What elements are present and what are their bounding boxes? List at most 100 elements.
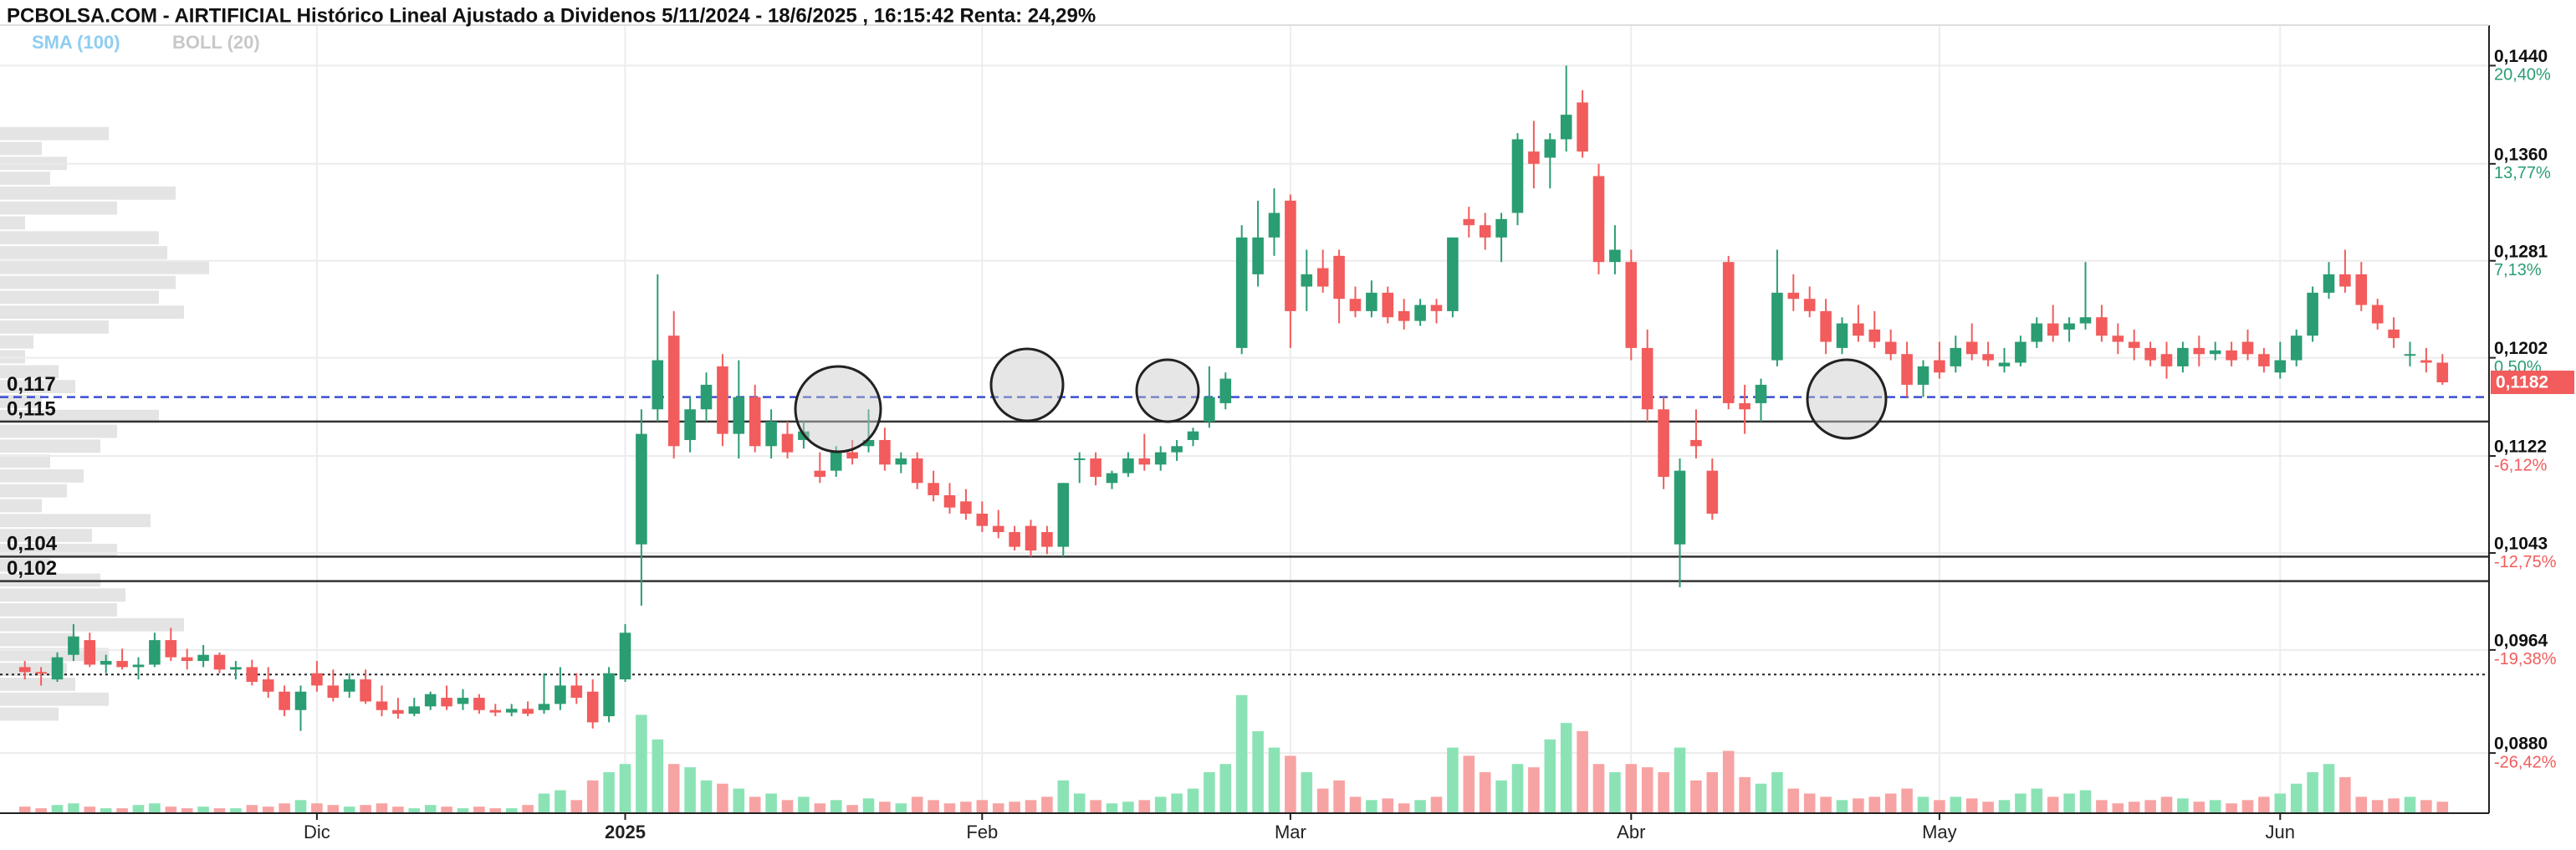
volume-bar — [1998, 800, 2011, 813]
candle-body — [311, 673, 323, 686]
y-tick-pct: -26,42% — [2494, 753, 2557, 771]
volume-bar — [1674, 747, 1686, 813]
volume-bar — [2290, 783, 2303, 813]
volume-bar — [246, 805, 258, 813]
volume-bar — [1787, 788, 1800, 813]
candle-body — [51, 657, 64, 680]
volume-bar — [213, 808, 226, 813]
volume-bar — [1577, 731, 1588, 813]
volume-bar — [2258, 796, 2270, 813]
profile-bar — [0, 588, 125, 602]
candle-body — [1739, 402, 1751, 410]
x-tick-label: Abr — [1617, 822, 1645, 842]
volume-bar — [700, 780, 713, 813]
volume-bar — [765, 793, 777, 813]
volume-bar — [1722, 750, 1735, 813]
volume-bar — [197, 806, 209, 813]
candle-body — [2290, 335, 2303, 361]
candle-body — [2079, 317, 2092, 324]
candle-body — [1658, 409, 1669, 477]
candle-body — [1252, 237, 1264, 274]
volume-bar — [1106, 803, 1118, 813]
candle-body — [619, 632, 631, 680]
volume-bar — [1349, 796, 1362, 813]
candle-body — [1803, 299, 1816, 311]
volume-bar — [1301, 772, 1313, 813]
volume-bar — [279, 803, 290, 813]
y-tick-pct: -19,38% — [2494, 650, 2557, 668]
volume-bar — [1739, 776, 1751, 813]
volume-bar — [116, 808, 128, 813]
volume-bar — [2144, 800, 2156, 813]
candle-body — [1820, 310, 1832, 342]
volume-bar — [2160, 796, 2173, 813]
profile-bar — [0, 499, 42, 513]
profile-bar — [0, 260, 209, 274]
candle-body — [1917, 366, 1929, 385]
x-tick-label: Feb — [966, 822, 998, 842]
candle-body — [1333, 255, 1345, 300]
volume-bar — [943, 803, 956, 813]
volume-bar — [1073, 793, 1086, 813]
volume-bar — [1917, 796, 1929, 813]
candle-body — [1316, 268, 1329, 287]
candle-body — [294, 691, 307, 710]
volume-bar — [619, 764, 631, 813]
legend-entry: SMA (100) — [32, 32, 120, 53]
y-tick-label: 0,0880 — [2494, 735, 2548, 754]
candle-body — [1511, 139, 1524, 213]
candle-body — [1025, 525, 1037, 550]
volume-bar — [1706, 772, 1719, 813]
circle — [794, 365, 882, 453]
candle-body — [555, 685, 566, 704]
candle-body — [1447, 237, 1459, 311]
candle-body — [1690, 439, 1702, 447]
candle-body — [1235, 237, 1248, 348]
volume-bar — [181, 808, 193, 813]
profile-bar — [0, 335, 33, 349]
candle-body — [1950, 347, 1962, 366]
volume-bar — [667, 764, 680, 813]
volume-bar — [2226, 803, 2237, 813]
candle-body — [2404, 354, 2416, 356]
candle-body — [2436, 362, 2449, 382]
volume-bar — [570, 800, 583, 813]
volume-bar — [392, 806, 404, 813]
candle-body — [862, 439, 875, 447]
profile-bar — [0, 126, 109, 141]
volume-bar — [1204, 772, 1215, 813]
candle-body — [1090, 458, 1101, 477]
profile-bar — [0, 141, 42, 156]
candle-body — [1285, 200, 1296, 311]
volume-bar — [603, 772, 615, 813]
volume-bar — [1041, 796, 1053, 813]
candle-body — [1106, 473, 1118, 484]
candle-body — [1884, 341, 1897, 355]
volume-bar — [862, 798, 875, 813]
candle-body — [1138, 458, 1151, 465]
candle-body — [2323, 274, 2335, 293]
y-tick-pct: 20,40% — [2494, 66, 2551, 84]
candle-body — [149, 640, 161, 665]
y-tick-pct: -6,12% — [2494, 456, 2548, 474]
y-tick-pct: 13,77% — [2494, 164, 2551, 182]
candle-body — [781, 433, 794, 453]
volume-bar — [1609, 772, 1621, 813]
volume-bar — [1090, 800, 1101, 813]
candle-body — [1998, 362, 2011, 366]
volume-bar — [717, 783, 728, 813]
volume-bar — [2371, 800, 2384, 813]
candle-body — [343, 679, 355, 692]
volume-bar — [928, 800, 939, 813]
volume-bar — [2323, 764, 2335, 813]
annotation-circles — [794, 347, 1888, 453]
candle-body — [1041, 531, 1053, 547]
candle-body — [1495, 218, 1507, 238]
volume-bar — [586, 780, 599, 813]
candle-body — [360, 679, 371, 702]
candle-body — [2047, 323, 2059, 336]
candle-body — [1349, 299, 1362, 311]
candle-body — [2144, 347, 2156, 361]
y-tick-label: 0,1281 — [2494, 242, 2548, 261]
